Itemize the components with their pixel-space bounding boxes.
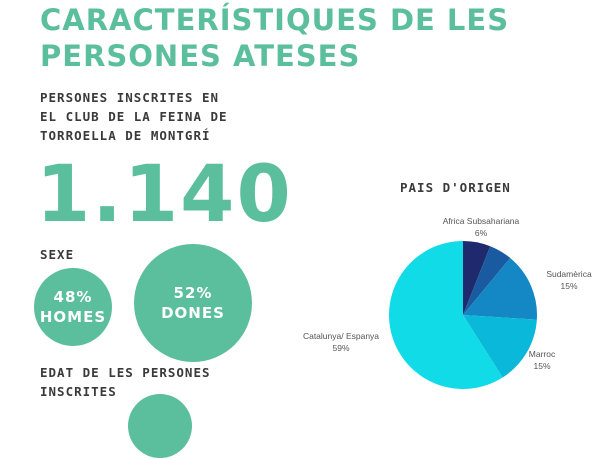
pie-slice xyxy=(388,241,503,390)
sexe-label: SEXE xyxy=(40,247,75,262)
slice-label: Africa Subsahariana xyxy=(443,216,520,226)
page-title-line-1: CARACTERÍSTIQUES DE LES xyxy=(40,3,510,37)
pie-slice xyxy=(463,241,491,315)
edat-circle xyxy=(128,394,192,458)
dones-circle: 52% DONES xyxy=(134,244,252,362)
edat-label-line-1: EDAT DE LES PERSONES xyxy=(40,365,211,380)
page-title: CARACTERÍSTIQUES DE LES PERSONES ATESES xyxy=(40,2,600,74)
homes-circle: 48% HOMES xyxy=(34,268,112,346)
slice-label: Catalunya/ Espanya xyxy=(303,331,379,341)
slice-label: Marroc xyxy=(529,349,556,359)
total-count: 1.140 xyxy=(36,150,293,240)
pie-slice xyxy=(463,257,537,320)
pie-chart: Africa Subsahariana 6% Sudamèrica 15% Marroc… xyxy=(303,216,592,390)
homes-label: HOMES xyxy=(39,308,107,326)
dones-label: DONES xyxy=(161,304,225,322)
pie-slice xyxy=(463,315,537,378)
chart-title: PAIS D'ORIGEN xyxy=(400,180,511,195)
subtitle-line-1: PERSONES INSCRITES EN xyxy=(40,90,220,105)
slice-value-label: 15% xyxy=(533,361,550,371)
pie-slices xyxy=(388,241,537,390)
slice-label: Sudamèrica xyxy=(546,269,592,279)
pie-slice xyxy=(463,246,511,315)
slice-value-label: 59% xyxy=(332,343,349,353)
edat-label: EDAT DE LES PERSONES INSCRITES xyxy=(40,363,211,401)
slice-value-label: 15% xyxy=(560,281,577,291)
subtitle: PERSONES INSCRITES EN EL CLUB DE LA FEIN… xyxy=(40,88,300,145)
subtitle-line-2: EL CLUB DE LA FEINA DE xyxy=(40,109,228,124)
page-title-line-2: PERSONES ATESES xyxy=(40,39,361,73)
pie-labels: Africa Subsahariana 6% Sudamèrica 15% Marroc… xyxy=(303,216,592,371)
edat-label-line-2: INSCRITES xyxy=(40,384,117,399)
dones-pct: 52% xyxy=(173,284,213,302)
homes-pct: 48% xyxy=(53,288,93,306)
slice-value-label: 6% xyxy=(475,228,488,238)
subtitle-line-3: TORROELLA DE MONTGRÍ xyxy=(40,128,211,143)
